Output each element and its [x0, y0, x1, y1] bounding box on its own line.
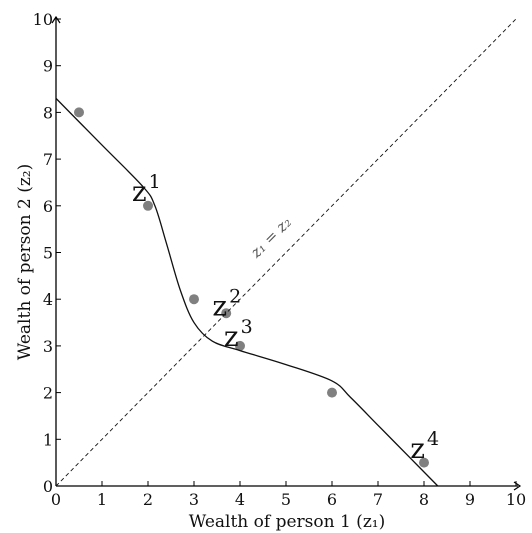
- diagonal-label: z₁ = z₂: [246, 213, 295, 262]
- plot-area: 0 1 2 3 4 5 6 7 8 9 10 0 1 2 3 4 5 6 7 8 9 10 z 1 z 2z 3 z 4: [33, 10, 527, 509]
- x-axis-title: Wealth of person 1 (z₁): [189, 512, 385, 532]
- data-point: [327, 387, 337, 398]
- x-tick-label: 7: [373, 490, 383, 509]
- x-tick-label: 10: [506, 490, 526, 509]
- x-tick-label: 9: [465, 490, 475, 509]
- data-point: [235, 340, 245, 351]
- y-tick-label: 0: [43, 477, 53, 496]
- x-tick-label: 4: [235, 490, 245, 509]
- y-tick-label: 9: [43, 57, 53, 76]
- y-axis-arrow: [51, 15, 61, 24]
- y-tick-label: 2: [43, 384, 53, 403]
- x-tick-label: 1: [97, 490, 107, 509]
- data-point: [189, 294, 199, 305]
- x-tick-label: 0: [51, 490, 61, 509]
- y-tick-label: 7: [43, 150, 53, 169]
- x-tick-label: 5: [281, 490, 291, 509]
- frontier-curve: [55, 97, 439, 487]
- data-point: [143, 200, 153, 211]
- y-tick-label: 1: [43, 430, 53, 449]
- y-tick-label: 10: [33, 10, 53, 29]
- x-tick-label: 6: [327, 490, 337, 509]
- x-tick-label: 3: [189, 490, 199, 509]
- y-tick-label: 5: [43, 244, 53, 263]
- y-tick-label: 4: [43, 290, 53, 309]
- data-point: [419, 457, 429, 468]
- y-tick-label: 8: [43, 103, 53, 122]
- y-tick-label: 3: [43, 337, 53, 356]
- y-axis-title: Wealth of person 2 (z₂): [15, 164, 35, 360]
- data-point: [74, 107, 84, 118]
- x-tick-label: 2: [143, 490, 153, 509]
- diagonal-line: [55, 18, 517, 487]
- y-tick-label: 6: [43, 197, 53, 216]
- x-tick-label: 8: [419, 490, 429, 509]
